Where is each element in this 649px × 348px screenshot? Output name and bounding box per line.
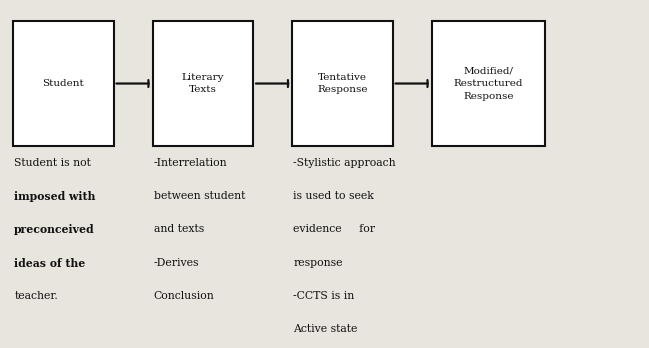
Text: evidence     for: evidence for — [293, 224, 375, 235]
Text: ideas of the: ideas of the — [14, 258, 86, 269]
Text: between student: between student — [154, 191, 245, 201]
Text: Tentative
Response: Tentative Response — [317, 73, 367, 94]
Text: -CCTS is in: -CCTS is in — [293, 291, 354, 301]
Text: preconceived: preconceived — [14, 224, 95, 236]
Text: teacher.: teacher. — [14, 291, 58, 301]
Text: Conclusion: Conclusion — [154, 291, 215, 301]
FancyBboxPatch shape — [153, 21, 253, 146]
FancyBboxPatch shape — [432, 21, 545, 146]
Text: Active state: Active state — [293, 324, 358, 334]
FancyBboxPatch shape — [292, 21, 393, 146]
Text: Student: Student — [42, 79, 84, 88]
Text: -Interrelation: -Interrelation — [154, 158, 227, 168]
Text: -Stylistic approach: -Stylistic approach — [293, 158, 396, 168]
Text: Modified/
Restructured
Response: Modified/ Restructured Response — [454, 66, 523, 101]
FancyBboxPatch shape — [13, 21, 114, 146]
Text: imposed with: imposed with — [14, 191, 95, 203]
Text: and texts: and texts — [154, 224, 204, 235]
Text: response: response — [293, 258, 343, 268]
Text: Literary
Texts: Literary Texts — [182, 73, 224, 94]
Text: -Derives: -Derives — [154, 258, 199, 268]
Text: is used to seek: is used to seek — [293, 191, 374, 201]
Text: Student is not: Student is not — [14, 158, 91, 168]
